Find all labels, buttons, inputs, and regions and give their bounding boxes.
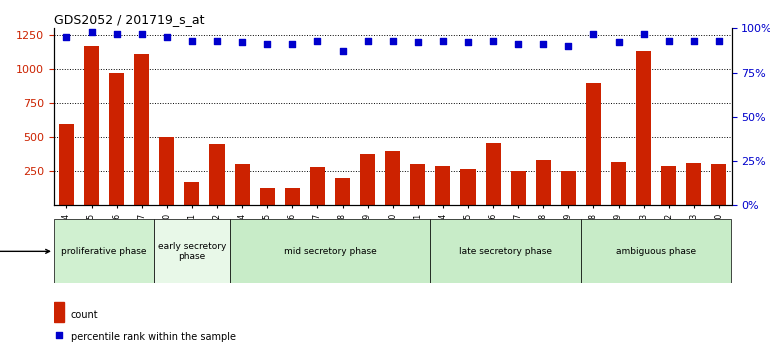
Bar	[84, 46, 99, 205]
Bar	[235, 165, 249, 205]
Text: count: count	[71, 310, 99, 320]
Bar	[310, 167, 325, 205]
Bar	[410, 165, 425, 205]
Bar	[134, 54, 149, 205]
Point	[487, 38, 499, 44]
Point	[663, 38, 675, 44]
Point	[433, 207, 445, 212]
Text: GDS2052 / 201719_s_at: GDS2052 / 201719_s_at	[54, 13, 204, 26]
Point	[336, 48, 349, 54]
Bar	[511, 171, 526, 205]
Bar	[636, 51, 651, 205]
Point	[512, 41, 524, 47]
Bar	[686, 163, 701, 205]
FancyBboxPatch shape	[154, 219, 229, 283]
Bar	[335, 178, 350, 205]
Point	[588, 31, 600, 36]
Point	[437, 38, 449, 44]
Bar	[586, 83, 601, 205]
Bar	[661, 166, 676, 205]
Point	[311, 38, 323, 44]
Bar	[435, 166, 450, 205]
Bar	[611, 162, 626, 205]
Point	[387, 38, 399, 44]
Bar	[460, 169, 476, 205]
Point	[136, 31, 148, 36]
Point	[361, 38, 373, 44]
Bar	[285, 188, 300, 205]
Text: late secretory phase: late secretory phase	[459, 247, 552, 256]
Bar	[259, 188, 275, 205]
Bar	[184, 182, 199, 205]
Point	[211, 38, 223, 44]
Bar	[711, 165, 726, 205]
Text: percentile rank within the sample: percentile rank within the sample	[71, 332, 236, 342]
Bar	[209, 144, 225, 205]
Point	[412, 40, 424, 45]
Bar	[109, 73, 124, 205]
Bar	[536, 160, 551, 205]
Point	[85, 29, 98, 35]
Bar	[385, 151, 400, 205]
Text: early secretory
phase: early secretory phase	[158, 242, 226, 261]
Point	[261, 41, 273, 47]
Text: other: other	[0, 246, 49, 256]
Point	[110, 31, 122, 36]
Bar	[59, 124, 74, 205]
Text: proliferative phase: proliferative phase	[62, 247, 147, 256]
Bar	[159, 137, 174, 205]
Point	[612, 40, 624, 45]
Bar	[54, 302, 64, 322]
Bar	[360, 154, 375, 205]
FancyBboxPatch shape	[581, 219, 732, 283]
Point	[462, 40, 474, 45]
Point	[286, 41, 299, 47]
FancyBboxPatch shape	[54, 219, 154, 283]
Point	[638, 31, 650, 36]
Text: mid secretory phase: mid secretory phase	[283, 247, 377, 256]
Point	[186, 38, 198, 44]
Point	[537, 41, 550, 47]
Point	[60, 34, 72, 40]
Bar	[561, 171, 576, 205]
FancyBboxPatch shape	[430, 219, 581, 283]
Point	[713, 38, 725, 44]
Point	[236, 40, 248, 45]
Point	[688, 38, 700, 44]
Point	[161, 34, 173, 40]
Text: ambiguous phase: ambiguous phase	[616, 247, 696, 256]
Point	[562, 43, 574, 49]
FancyBboxPatch shape	[229, 219, 430, 283]
Bar	[486, 143, 500, 205]
